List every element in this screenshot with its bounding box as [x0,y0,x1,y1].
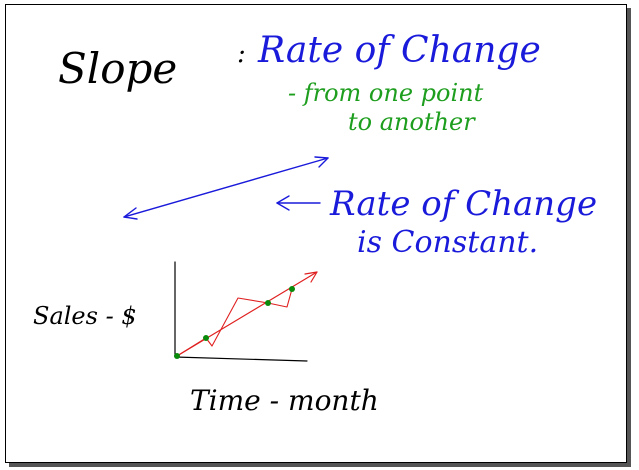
definition-to-another: to another [348,108,476,136]
data-point [265,300,271,306]
definition-from-one-point: - from one point [288,79,484,107]
constant-rate-line [123,156,329,220]
trend-arrow [176,271,318,357]
data-point [289,286,295,292]
definition-rate-of-change: Rate of Change [257,30,541,71]
note-is-constant: is Constant. [357,225,538,260]
data-point [174,353,180,359]
note-rate-of-change: Rate of Change [329,184,597,224]
heading-colon: : [237,39,246,69]
graph-axes [174,261,308,362]
data-points [174,286,295,359]
pointer-arrow-icon [276,195,321,211]
data-point [203,335,209,341]
y-axis-label: Sales - $ [33,302,137,330]
whiteboard-frame [5,4,627,463]
x-axis-label: Time - month [190,384,379,417]
heading-slope: Slope [58,44,177,93]
